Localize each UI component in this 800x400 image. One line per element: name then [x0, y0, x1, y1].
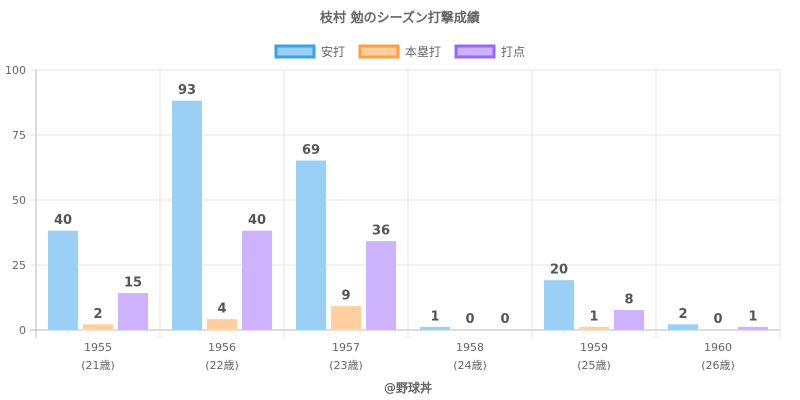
- bar: [579, 326, 609, 331]
- y-tick-label: 75: [12, 129, 26, 142]
- x-tick-sublabel: (21歳): [81, 359, 115, 372]
- legend-swatch: [274, 44, 316, 59]
- bar: [544, 280, 574, 331]
- bar: [668, 324, 698, 331]
- data-label: 0: [465, 312, 474, 327]
- data-label: 40: [54, 213, 72, 228]
- x-tick-label: 1957: [332, 341, 360, 354]
- bar: [48, 230, 78, 331]
- legend-label: 安打: [321, 44, 345, 59]
- x-tick-label: 1956: [208, 341, 236, 354]
- x-tick-label: 1955: [84, 341, 112, 354]
- data-label: 8: [624, 293, 633, 308]
- legend-swatch: [358, 44, 400, 59]
- bar: [207, 319, 237, 331]
- bar: [420, 326, 450, 331]
- x-tick-sublabel: (26歳): [701, 359, 735, 372]
- bar: [118, 293, 148, 331]
- data-label: 40: [248, 213, 266, 228]
- data-label: 20: [550, 263, 568, 278]
- x-tick-label: 1960: [704, 341, 732, 354]
- x-tick-sublabel: (22歳): [205, 359, 239, 372]
- legend-label: 打点: [501, 45, 525, 59]
- x-tick-label: 1958: [456, 341, 484, 354]
- x-axis: 1955 (21歳) 1956 (22歳) 1957 (23歳) 1958 (24歳) 1959…: [81, 341, 735, 372]
- x-tick-sublabel: (24歳): [453, 359, 487, 372]
- chart-title: 枝村 勉のシーズン打撃成績: [319, 10, 480, 26]
- bar: [172, 100, 202, 331]
- data-label: 1: [748, 309, 757, 324]
- data-label: 1: [430, 309, 439, 324]
- bar: [366, 241, 396, 331]
- y-tick-label: 0: [19, 324, 26, 337]
- data-label: 9: [341, 289, 350, 304]
- data-label: 2: [678, 307, 687, 322]
- data-label: 0: [500, 312, 509, 327]
- bar: [738, 326, 768, 331]
- data-label: 69: [302, 143, 320, 158]
- x-tick-sublabel: (23歳): [329, 359, 363, 372]
- data-label: 15: [124, 276, 142, 291]
- x-tick-sublabel: (25歳): [577, 359, 611, 372]
- data-label: 4: [217, 302, 226, 317]
- x-tick-label: 1959: [580, 341, 608, 354]
- bar: [83, 324, 113, 331]
- data-label: 93: [178, 83, 196, 98]
- data-label: 0: [713, 312, 722, 327]
- data-label: 36: [372, 224, 390, 239]
- legend-swatch: [454, 44, 496, 59]
- footer-credit: @野球丼: [384, 380, 432, 395]
- bar: [331, 306, 361, 331]
- bar: [242, 230, 272, 331]
- y-tick-label: 25: [12, 259, 26, 272]
- data-label: 1: [589, 309, 598, 324]
- legend-label: 本塁打: [405, 45, 441, 59]
- y-tick-label: 50: [12, 194, 26, 207]
- bar: [614, 310, 644, 331]
- y-tick-label: 100: [5, 64, 26, 77]
- data-label: 2: [93, 307, 102, 322]
- legend: 安打 本塁打 打点: [274, 44, 525, 59]
- bar: [296, 160, 326, 331]
